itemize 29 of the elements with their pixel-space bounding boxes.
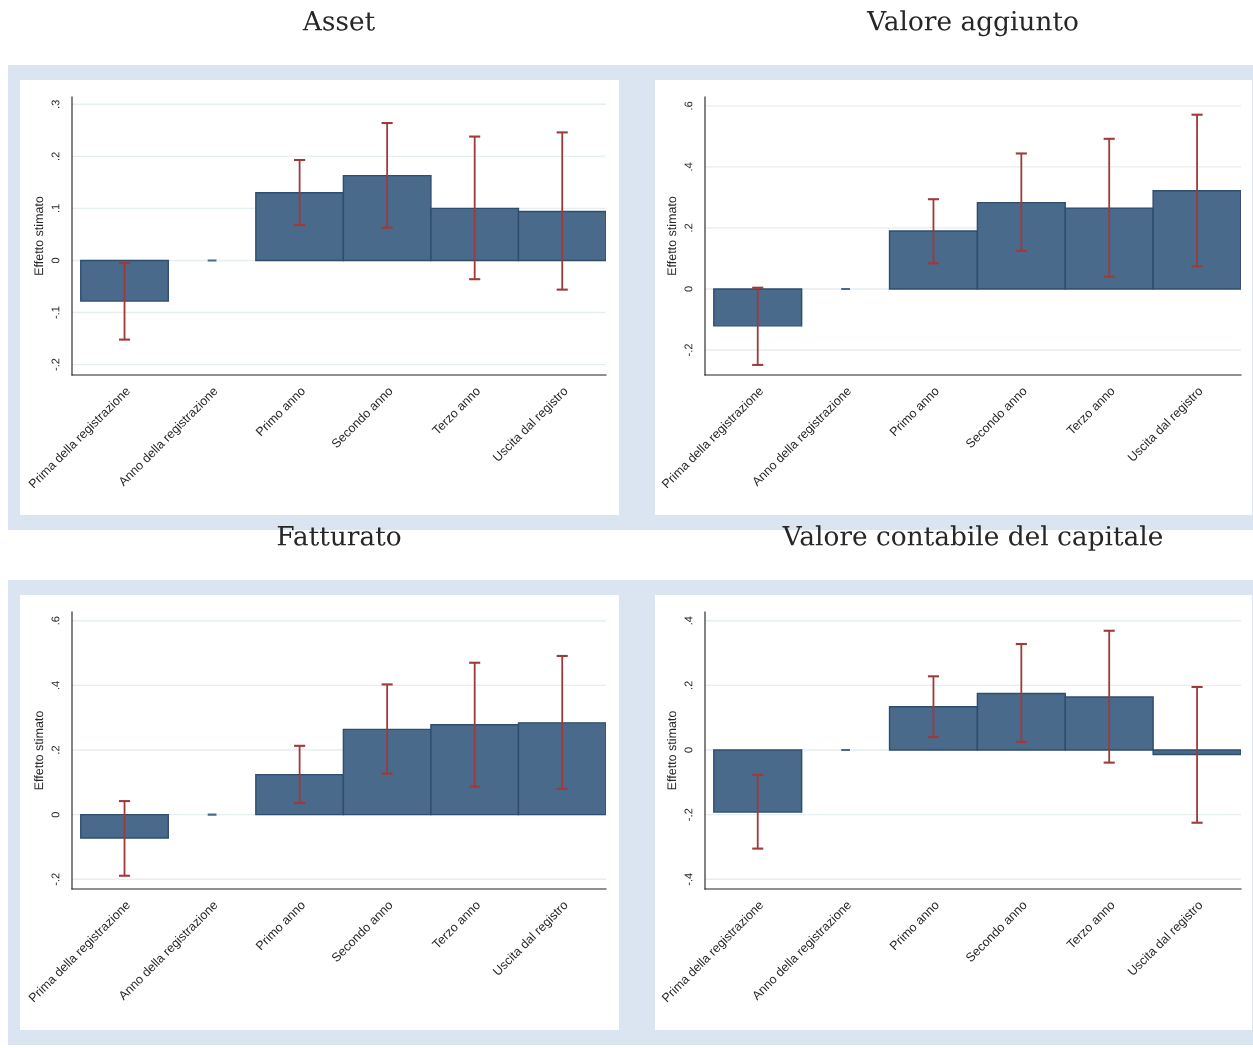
chart-title: Valore aggiunto	[866, 10, 1078, 37]
y-tick-label: 0	[684, 286, 693, 292]
y-axis-title: Effetto stimato	[667, 711, 677, 790]
y-tick-label: .2	[684, 223, 693, 232]
y-tick-label: .4	[684, 616, 693, 625]
y-axis-title: Effetto stimato	[34, 711, 44, 790]
y-tick-label: 0	[51, 812, 60, 818]
y-axis-title: Effetto stimato	[34, 196, 44, 275]
y-tick-label: .6	[684, 101, 693, 110]
y-tick-label: -.4	[684, 873, 693, 886]
y-tick-label: -.1	[51, 306, 60, 319]
chart-title: Fatturato	[277, 526, 401, 546]
y-axis-title: Effetto stimato	[667, 196, 677, 275]
y-tick-label: .2	[51, 745, 60, 754]
y-tick-label: 0	[684, 747, 693, 753]
chart-title: Valore contabile del capitale	[782, 525, 1163, 551]
y-tick-label: .3	[51, 100, 60, 108]
chart-title: Asset	[302, 11, 375, 31]
y-tick-label: .4	[684, 162, 693, 171]
y-tick-label: -.2	[51, 873, 60, 886]
y-tick-label: -.2	[51, 358, 60, 371]
y-tick-label: .2	[51, 152, 60, 160]
y-tick-label: -.2	[684, 344, 693, 356]
y-tick-label: .6	[51, 616, 60, 625]
y-tick-label: -.2	[684, 808, 693, 821]
y-tick-label: .4	[51, 681, 60, 689]
y-tick-label: .1	[51, 204, 60, 213]
y-tick-label: 0	[51, 257, 60, 264]
y-tick-label: .2	[684, 681, 693, 689]
